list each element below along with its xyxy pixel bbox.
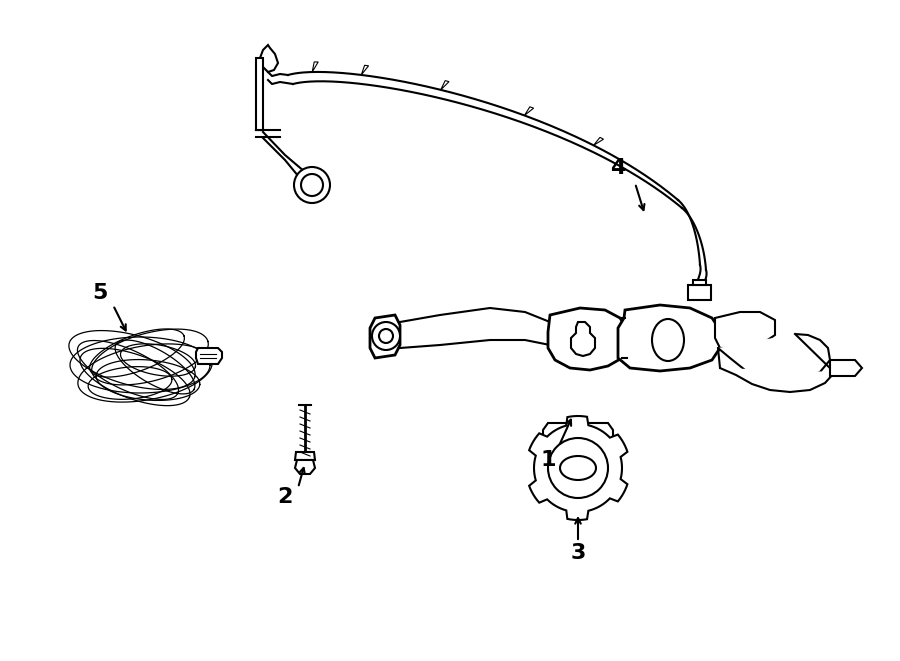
Polygon shape: [256, 58, 263, 130]
Polygon shape: [361, 65, 369, 75]
Polygon shape: [295, 460, 315, 474]
Polygon shape: [370, 315, 400, 358]
Polygon shape: [830, 360, 862, 376]
Ellipse shape: [560, 456, 596, 480]
Polygon shape: [260, 45, 278, 72]
Polygon shape: [525, 107, 534, 116]
Ellipse shape: [652, 319, 684, 361]
Polygon shape: [295, 452, 315, 460]
Circle shape: [548, 438, 608, 498]
Text: 3: 3: [571, 543, 586, 563]
Polygon shape: [548, 308, 628, 370]
Polygon shape: [715, 312, 775, 348]
Circle shape: [301, 174, 323, 196]
Circle shape: [379, 329, 393, 343]
Polygon shape: [571, 322, 595, 356]
Text: 2: 2: [277, 487, 292, 507]
Polygon shape: [720, 368, 835, 392]
Polygon shape: [688, 285, 711, 300]
Polygon shape: [196, 348, 222, 364]
Polygon shape: [529, 416, 627, 520]
Polygon shape: [543, 423, 613, 447]
Polygon shape: [718, 334, 830, 382]
Text: 4: 4: [610, 158, 626, 178]
Polygon shape: [441, 81, 449, 90]
Text: 5: 5: [93, 283, 108, 303]
Polygon shape: [594, 137, 604, 145]
Polygon shape: [693, 280, 706, 285]
Text: 1: 1: [540, 450, 556, 470]
Polygon shape: [618, 305, 720, 371]
Circle shape: [294, 167, 330, 203]
Polygon shape: [312, 62, 319, 72]
Circle shape: [372, 322, 400, 350]
